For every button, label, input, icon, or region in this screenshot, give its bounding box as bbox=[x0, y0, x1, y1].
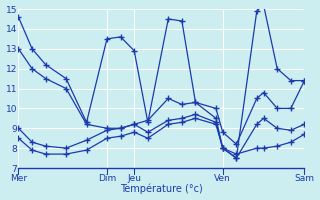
X-axis label: Température (°c): Température (°c) bbox=[120, 184, 203, 194]
